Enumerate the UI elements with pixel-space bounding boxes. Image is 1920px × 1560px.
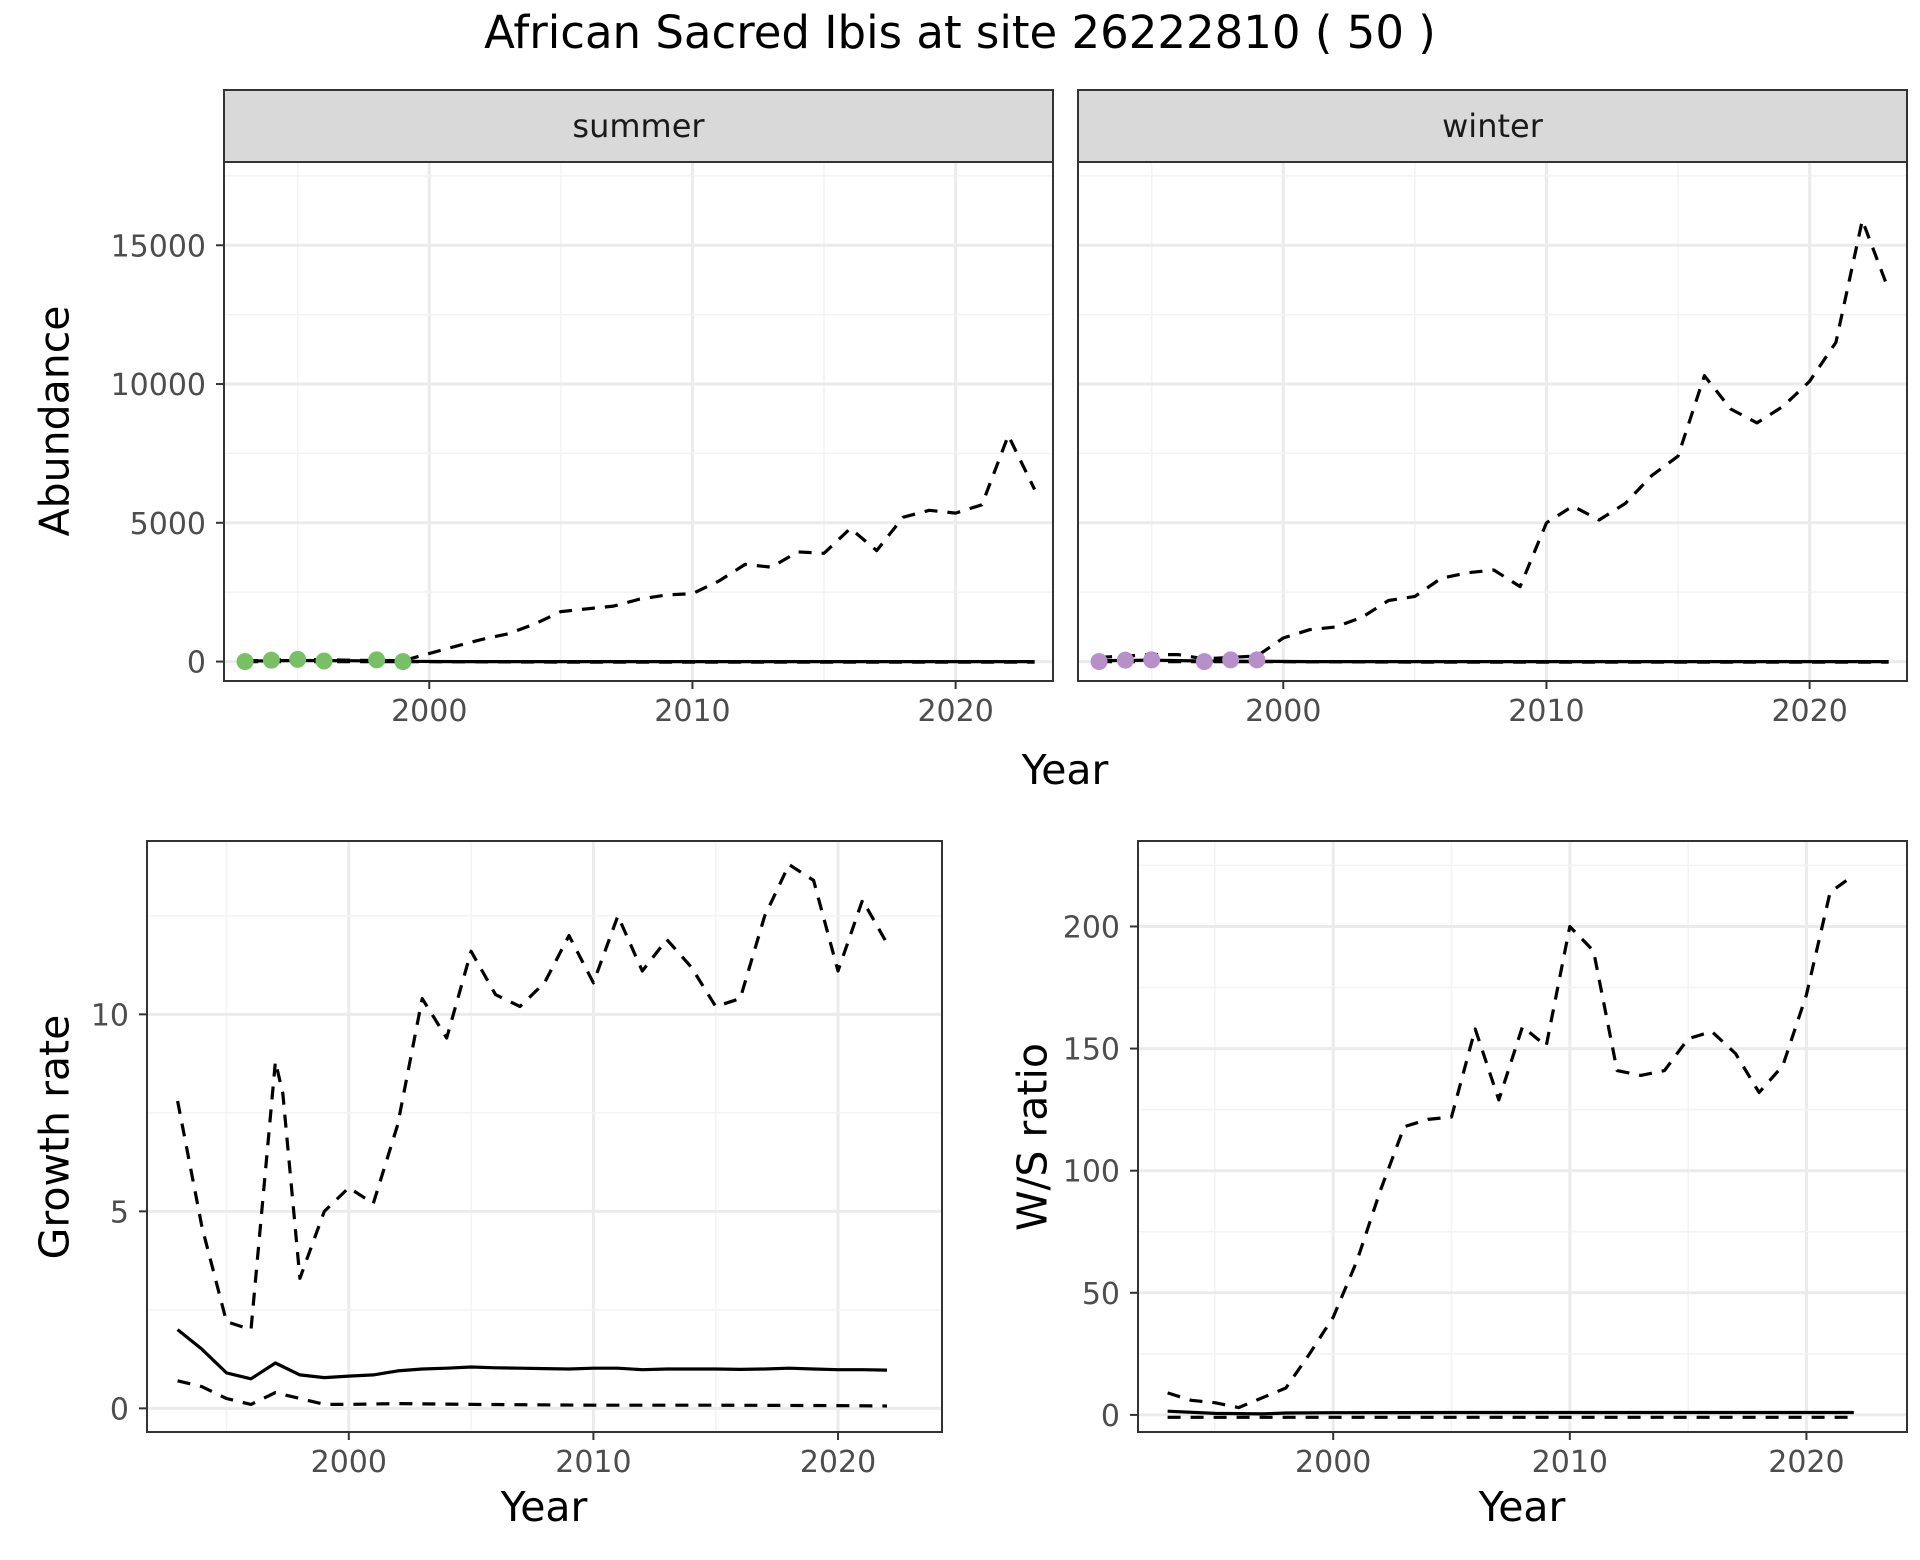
y-tick-label: 150 <box>1063 1033 1120 1068</box>
gridlines-summer <box>224 162 1053 681</box>
data-point <box>315 652 333 670</box>
series-line-dashed-1 <box>245 433 1037 663</box>
panel-ratio: 2000 2010 2020 0 50 100 150 200 W/S ratio Year <box>1008 840 1908 1531</box>
data-point <box>1090 653 1108 671</box>
y-tick-label: 200 <box>1063 910 1120 945</box>
chart-title: African Sacred Ibis at site 26222810 ( 5… <box>484 6 1436 59</box>
data-point <box>394 653 412 671</box>
series-line-dashed-2 <box>1099 659 1889 664</box>
x-axis-title-growth: Year <box>500 1483 588 1531</box>
data-point <box>1116 651 1134 669</box>
series-group-growth <box>176 862 889 1408</box>
facet-label-summer: summer <box>572 107 705 145</box>
data-point <box>1143 651 1161 669</box>
y-tick-label: 5 <box>110 1195 129 1230</box>
data-point <box>1222 651 1240 669</box>
x-tick-label: 2000 <box>311 1445 387 1480</box>
series-line-dashed-2 <box>245 659 1035 664</box>
y-tick-label: 10 <box>91 998 129 1033</box>
series-group-winter <box>1090 218 1891 671</box>
y-tick-label: 0 <box>1101 1399 1120 1434</box>
panel-summer: summer 2000 2010 2020 0 5000 10000 15000 Abundan… <box>30 89 1054 729</box>
x-tick-label: 2010 <box>654 694 730 729</box>
data-point <box>1248 651 1266 669</box>
panel-border-winter <box>1077 161 1908 682</box>
x-tick-label: 2010 <box>1532 1445 1608 1480</box>
y-axis-title-growth: Growth rate <box>30 1015 78 1260</box>
gridlines-ratio <box>1138 841 1907 1432</box>
y-axis-title-summer: Abundance <box>30 306 78 537</box>
facet-strip-summer <box>223 89 1054 163</box>
panel-border-growth <box>146 840 943 1433</box>
x-tick-label: 2020 <box>1771 694 1847 729</box>
y-tick-label: 100 <box>1063 1155 1120 1190</box>
y-axis-title-ratio: W/S ratio <box>1008 1043 1056 1231</box>
panel-growth: 2000 2010 2020 0 5 10 Growth rate Year <box>30 840 943 1531</box>
series-line-dashed-1 <box>1099 218 1891 661</box>
x-tick-label: 2000 <box>1245 694 1321 729</box>
y-tick-label: 10000 <box>111 368 206 403</box>
series-line-dashed-1 <box>1167 873 1855 1410</box>
data-point <box>368 651 386 669</box>
y-tick-label: 0 <box>187 646 206 681</box>
y-tick-label: 15000 <box>111 229 206 264</box>
series-line-dashed-1 <box>176 862 889 1332</box>
x-axis-title-facets: Year <box>1021 746 1109 794</box>
data-point <box>1195 653 1213 671</box>
x-axis-title-ratio: Year <box>1478 1483 1566 1531</box>
x-tick-label: 2020 <box>917 694 993 729</box>
data-point <box>289 650 307 668</box>
x-tick-label: 2010 <box>555 1445 631 1480</box>
series-group-ratio <box>1167 873 1855 1419</box>
y-tick-label: 5000 <box>130 507 206 542</box>
facet-label-winter: winter <box>1442 107 1544 145</box>
data-point <box>262 651 280 669</box>
panel-border-summer <box>223 161 1054 682</box>
x-tick-label: 2000 <box>1295 1445 1371 1480</box>
y-tick-label: 50 <box>1082 1277 1120 1312</box>
data-point <box>236 653 254 671</box>
series-line-solid-0 <box>176 1328 888 1381</box>
gridlines-winter <box>1078 162 1907 681</box>
panel-border-ratio <box>1137 840 1908 1433</box>
gridlines-growth <box>147 841 942 1432</box>
y-tick-label: 0 <box>110 1392 129 1427</box>
x-tick-label: 2020 <box>1768 1445 1844 1480</box>
x-tick-label: 2000 <box>391 694 467 729</box>
series-line-solid-0 <box>1167 1409 1854 1416</box>
x-tick-label: 2020 <box>800 1445 876 1480</box>
x-tick-label: 2010 <box>1508 694 1584 729</box>
series-line-dashed-2 <box>177 1379 888 1408</box>
panel-winter: winter 2000 2010 2020 <box>1077 89 1908 729</box>
series-group-summer <box>236 433 1037 671</box>
